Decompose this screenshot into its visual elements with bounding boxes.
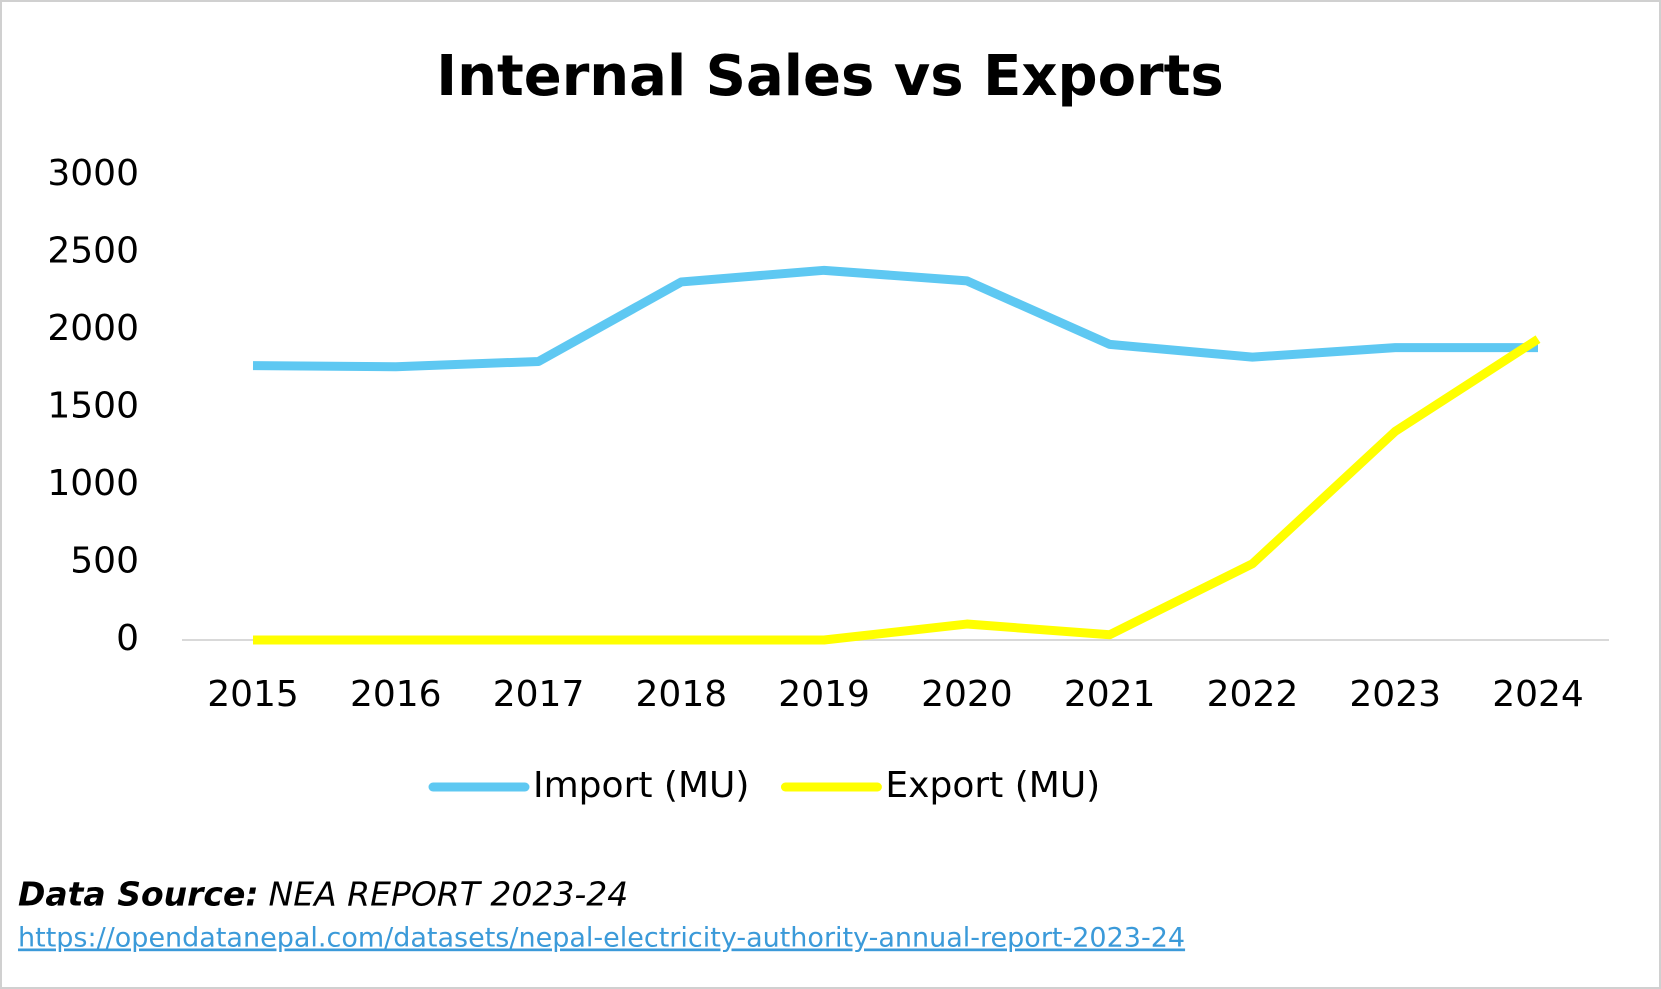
y-tick-label: 2500 — [47, 231, 139, 272]
x-tick-label: 2023 — [1349, 674, 1441, 715]
x-tick-label: 2015 — [207, 674, 299, 715]
y-tick-label: 1000 — [47, 463, 139, 504]
x-tick-label: 2021 — [1064, 674, 1156, 715]
source-label: Data Source: — [18, 875, 259, 914]
legend-label: Import (MU) — [533, 765, 749, 806]
y-tick-label: 1500 — [47, 386, 139, 427]
legend-label: Export (MU) — [885, 765, 1100, 806]
y-tick-label: 2000 — [47, 308, 139, 349]
y-tick-label: 3000 — [47, 153, 139, 194]
y-tick-label: 500 — [70, 541, 139, 582]
x-tick-label: 2017 — [493, 674, 585, 715]
x-tick-label: 2024 — [1492, 674, 1584, 715]
x-tick-label: 2020 — [921, 674, 1013, 715]
x-tick-label: 2018 — [636, 674, 728, 715]
source: NEA REPORT 2023-24 — [269, 875, 629, 914]
y-tick-label: 0 — [116, 618, 139, 659]
data-line — [253, 335, 1541, 645]
source-link[interactable]: https://opendatanepal.com/datasets/nepal… — [18, 923, 1185, 954]
data-line — [252, 265, 1538, 372]
x-tick-label: 2019 — [778, 674, 870, 715]
x-tick-label: 2022 — [1207, 674, 1299, 715]
chart-title: Internal Sales vs Exports — [436, 44, 1224, 109]
x-tick-label: 2016 — [350, 674, 442, 715]
